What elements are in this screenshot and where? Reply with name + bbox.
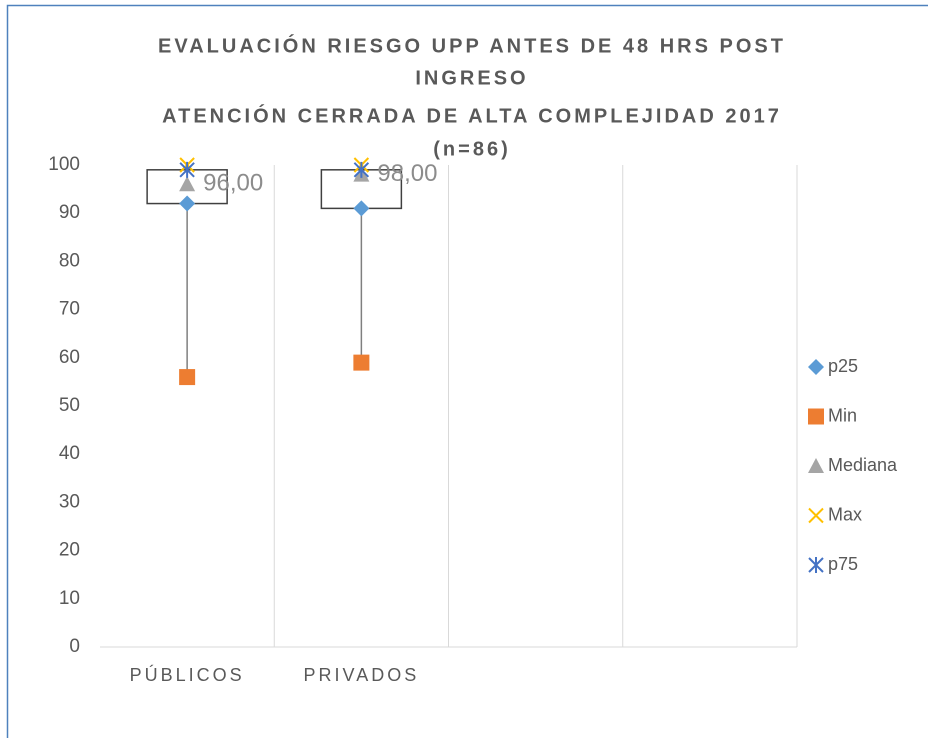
y-tick-label: 70 bbox=[59, 299, 80, 320]
legend-marker bbox=[808, 507, 824, 524]
y-tick-label: 10 bbox=[59, 588, 80, 609]
marker bbox=[353, 354, 370, 371]
legend-marker bbox=[808, 408, 824, 425]
y-tick-label: 40 bbox=[59, 443, 80, 464]
legend-label: p25 bbox=[828, 356, 858, 376]
marker bbox=[179, 195, 196, 212]
legend-label: Max bbox=[828, 504, 862, 524]
chart-title: INGRESO bbox=[415, 67, 528, 89]
y-tick-label: 100 bbox=[48, 154, 80, 175]
y-tick-label: 0 bbox=[69, 636, 80, 657]
marker bbox=[179, 176, 196, 192]
marker bbox=[179, 369, 196, 386]
legend-marker bbox=[808, 359, 824, 375]
y-tick-label: 90 bbox=[59, 202, 80, 223]
y-tick-label: 80 bbox=[59, 250, 80, 271]
chart-title: EVALUACIÓN RIESGO UPP ANTES DE 48 HRS PO… bbox=[158, 33, 786, 57]
legend-marker bbox=[808, 557, 824, 573]
marker bbox=[353, 161, 370, 178]
legend-label: Mediana bbox=[828, 455, 898, 475]
x-tick-label: PÚBLICOS bbox=[130, 664, 245, 685]
legend-marker bbox=[808, 458, 824, 473]
marker bbox=[353, 200, 370, 217]
x-tick-label: PRIVADOS bbox=[304, 665, 420, 685]
y-tick-label: 30 bbox=[59, 491, 80, 512]
data-label: 98,00 bbox=[377, 160, 437, 187]
chart-title: (n=86) bbox=[433, 138, 510, 160]
frame bbox=[6, 4, 928, 738]
marker bbox=[179, 161, 195, 178]
data-label: 96,00 bbox=[203, 170, 263, 197]
legend-label: Min bbox=[828, 405, 857, 425]
y-tick-label: 50 bbox=[59, 395, 80, 416]
y-tick-label: 20 bbox=[59, 540, 80, 561]
chart-title: ATENCIÓN CERRADA DE ALTA COMPLEJIDAD 201… bbox=[162, 103, 782, 127]
legend-label: p75 bbox=[828, 554, 858, 574]
y-tick-label: 60 bbox=[59, 347, 80, 368]
